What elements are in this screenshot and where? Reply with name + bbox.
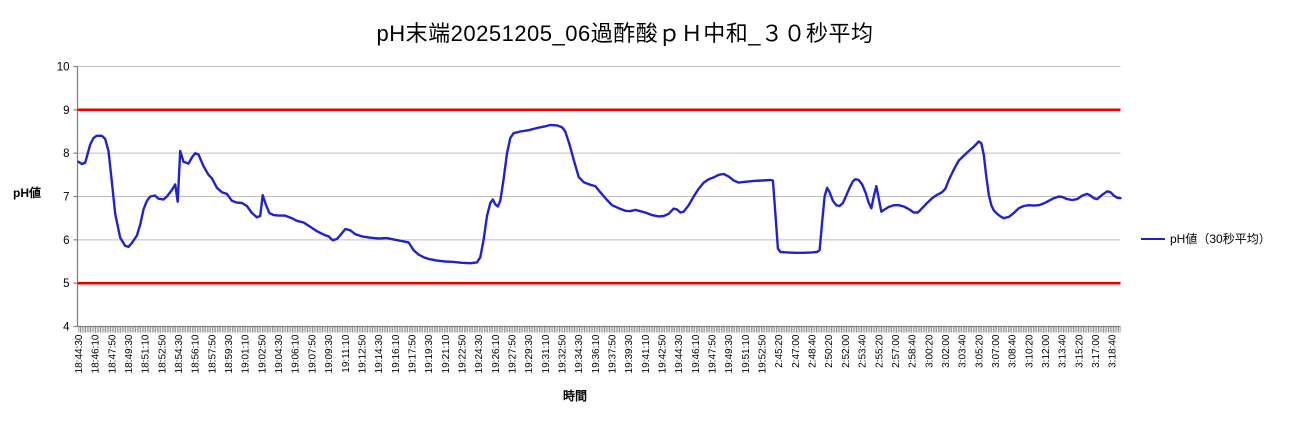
x-tick-label: 19:06:10 — [291, 334, 302, 373]
x-tick-label: 19:11:10 — [341, 334, 352, 373]
y-axis-title: pH値 — [13, 186, 41, 200]
x-tick-label: 3:03:40 — [958, 334, 969, 368]
x-tick-label: 2:50:20 — [824, 334, 835, 368]
x-tick-label: 19:02:50 — [257, 334, 268, 373]
x-tick-label: 19:42:50 — [658, 334, 669, 373]
x-tick-label: 19:41:10 — [641, 334, 652, 373]
x-tick-label: 19:51:10 — [741, 334, 752, 373]
x-tick-label: 19:37:50 — [608, 334, 619, 373]
x-tick-label: 3:00:20 — [924, 334, 935, 368]
x-tick-label: 18:57:50 — [207, 334, 218, 373]
x-tick-label: 19:12:50 — [357, 334, 368, 373]
x-tick-label: 2:48:40 — [808, 334, 819, 368]
legend-label: pH値（30秒平均） — [1170, 232, 1271, 246]
x-tick-label: 19:39:30 — [624, 334, 635, 373]
legend: pH値（30秒平均） — [1141, 230, 1271, 247]
x-axis-title: 時間 — [562, 389, 587, 403]
x-tick-label: 2:47:00 — [791, 334, 802, 368]
x-tick-label: 3:17:00 — [1091, 334, 1102, 368]
x-tick-label: 19:36:10 — [591, 334, 602, 373]
x-tick-label: 18:44:30 — [74, 334, 85, 373]
x-tick-label: 19:44:30 — [674, 334, 685, 373]
x-tick-label: 19:26:10 — [491, 334, 502, 373]
x-tick-label: 19:34:30 — [574, 334, 585, 373]
x-tick-label: 19:29:30 — [524, 334, 535, 373]
y-tick-label: 8 — [63, 148, 69, 160]
y-tick-label: 9 — [63, 105, 69, 117]
x-tick-label: 18:59:30 — [224, 334, 235, 373]
x-tick-label: 18:49:30 — [124, 334, 135, 373]
x-tick-label: 18:56:10 — [191, 334, 202, 373]
x-tick-label: 2:55:20 — [874, 334, 885, 368]
x-tick-label: 19:24:30 — [474, 334, 485, 373]
y-tick-label: 4 — [63, 322, 70, 334]
x-tick-label: 19:49:30 — [724, 334, 735, 373]
x-tick-label: 2:58:40 — [908, 334, 919, 368]
x-tick-label: 19:52:50 — [758, 334, 769, 373]
x-tick-label: 18:47:50 — [107, 334, 118, 373]
x-tick-label: 19:21:10 — [441, 334, 452, 373]
x-tick-label: 3:12:00 — [1041, 334, 1052, 368]
x-tick-label: 2:45:20 — [774, 334, 785, 368]
x-tick-label: 3:07:00 — [991, 334, 1002, 368]
series-line — [77, 123, 1122, 265]
x-tick-label: 18:54:30 — [174, 334, 185, 373]
x-tick-label: 19:27:50 — [507, 334, 518, 373]
x-tick-strip — [77, 327, 1121, 333]
x-tick-label: 18:46:10 — [91, 334, 102, 373]
x-tick-label: 18:52:50 — [157, 334, 168, 373]
x-tick-label: 19:19:30 — [424, 334, 435, 373]
x-tick-label: 18:51:10 — [141, 334, 152, 373]
x-tick-label: 19:46:10 — [691, 334, 702, 373]
x-tick-label: 19:22:50 — [457, 334, 468, 373]
x-tick-label: 19:16:10 — [391, 334, 402, 373]
legend-line-swatch — [1141, 237, 1165, 240]
y-tick-label: 7 — [63, 192, 69, 204]
x-tick-label: 3:15:20 — [1074, 334, 1085, 368]
y-tick-label: 6 — [63, 235, 69, 247]
x-tick-label: 3:02:00 — [941, 334, 952, 368]
x-tick-label: 3:10:20 — [1024, 334, 1035, 368]
x-tick-label: 19:14:30 — [374, 334, 385, 373]
x-tick-label: 3:05:20 — [974, 334, 985, 368]
x-tick-label: 3:08:40 — [1008, 334, 1019, 368]
chart-title: pH末端20251205_06過酢酸ｐＨ中和_３０秒平均 — [376, 21, 874, 46]
x-tick-label: 19:09:30 — [324, 334, 335, 373]
x-tick-label: 2:57:00 — [891, 334, 902, 368]
x-tick-label: 2:53:40 — [858, 334, 869, 368]
y-tick-label: 10 — [57, 62, 70, 74]
x-tick-label: 3:18:40 — [1108, 334, 1119, 368]
x-tick-label: 19:32:50 — [557, 334, 568, 373]
x-tick-label: 2:52:00 — [841, 334, 852, 368]
x-tick-label: 19:17:50 — [407, 334, 418, 373]
x-tick-label: 19:31:10 — [541, 334, 552, 373]
y-tick-label: 5 — [63, 278, 69, 290]
x-tick-label: 3:13:40 — [1058, 334, 1069, 368]
x-tick-label: 19:07:50 — [307, 334, 318, 373]
x-tick-label: 19:47:50 — [708, 334, 719, 373]
x-tick-label: 19:04:30 — [274, 334, 285, 373]
x-tick-label: 19:01:10 — [241, 334, 252, 373]
